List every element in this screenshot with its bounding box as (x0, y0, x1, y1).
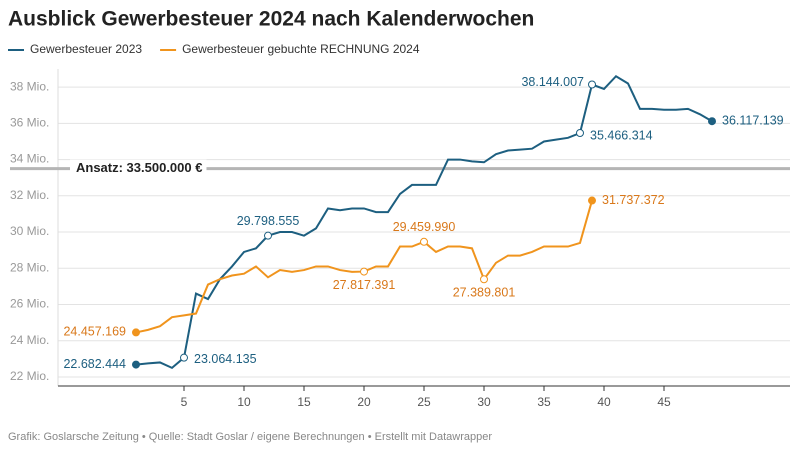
data-label: 36.117.139 (722, 114, 784, 128)
series-line (135, 200, 593, 334)
x-tick-label: 40 (597, 395, 611, 409)
x-tick-label: 10 (237, 395, 251, 409)
legend-label: Gewerbesteuer 2023 (30, 42, 142, 56)
data-label: 38.144.007 (521, 75, 584, 89)
y-tick-label: 24 Mio. (10, 333, 49, 347)
chart-title: Ausblick Gewerbesteuer 2024 nach Kalende… (8, 8, 534, 31)
x-tick-label: 30 (477, 395, 491, 409)
source: Grafik: Goslarsche Zeitung • Quelle: Sta… (8, 431, 492, 443)
point-marker (576, 129, 584, 138)
x-tick-label: 35 (537, 395, 551, 409)
y-tick-label: 22 Mio. (10, 369, 49, 383)
point-marker (180, 353, 188, 362)
y-tick-label: 32 Mio. (10, 188, 49, 202)
y-tick-label: 34 Mio. (10, 152, 49, 166)
point-marker (264, 231, 272, 240)
data-label: 27.389.801 (453, 286, 516, 300)
x-tick-label: 15 (297, 395, 311, 409)
data-label: 22.682.444 (63, 357, 126, 371)
x-tick-label: 25 (417, 395, 431, 409)
data-label: 29.798.555 (237, 214, 300, 228)
data-label: 24.457.169 (63, 325, 126, 339)
point-marker (360, 267, 368, 276)
reference-label-bg (70, 159, 207, 178)
legend-label: Gewerbesteuer gebuchte RECHNUNG 2024 (182, 42, 420, 56)
data-label: 23.064.135 (194, 352, 257, 366)
series-line (135, 74, 713, 370)
point-marker (420, 237, 428, 246)
y-tick-label: 36 Mio. (10, 116, 49, 130)
data-label: 27.817.391 (333, 278, 396, 292)
x-tick-label: 5 (181, 395, 188, 409)
y-tick-label: 30 Mio. (10, 224, 49, 238)
point-marker (588, 80, 596, 89)
x-tick-label: 20 (357, 395, 371, 409)
y-tick-label: 26 Mio. (10, 297, 49, 311)
point-marker (708, 117, 716, 126)
y-tick-label: 28 Mio. (10, 260, 49, 274)
point-marker (132, 360, 140, 369)
x-tick-label: 45 (657, 395, 671, 409)
point-marker (480, 275, 488, 284)
data-label: 29.459.990 (393, 220, 456, 234)
point-marker (588, 196, 596, 205)
y-tick-label: 38 Mio. (10, 79, 49, 93)
point-marker (132, 328, 140, 337)
reference-label: Ansatz: 33.500.000 € (76, 160, 202, 175)
data-label: 31.737.372 (602, 193, 665, 207)
data-label: 35.466.314 (590, 128, 653, 142)
